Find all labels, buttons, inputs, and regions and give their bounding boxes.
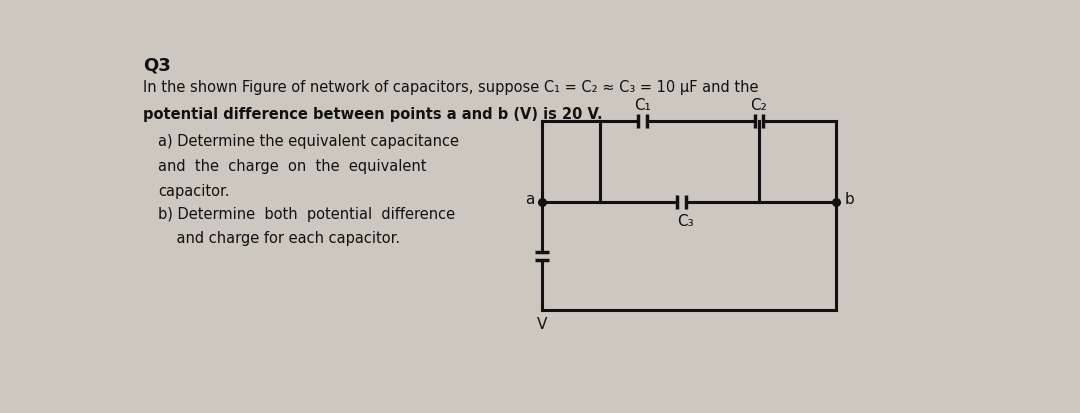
Text: C₁: C₁ xyxy=(634,97,651,113)
Text: b) Determine  both  potential  difference: b) Determine both potential difference xyxy=(159,206,456,221)
Text: capacitor.: capacitor. xyxy=(159,183,230,198)
Text: b: b xyxy=(845,191,854,206)
Text: potential difference between points a and b (V) is 20 V.: potential difference between points a an… xyxy=(143,107,603,121)
Text: In the shown Figure of network of capacitors, suppose C₁ = C₂ ≈ C₃ = 10 μF and t: In the shown Figure of network of capaci… xyxy=(143,80,758,95)
Text: Q3: Q3 xyxy=(143,57,171,74)
Text: V: V xyxy=(537,316,548,331)
Text: and  the  charge  on  the  equivalent: and the charge on the equivalent xyxy=(159,159,427,173)
Text: C₂: C₂ xyxy=(751,97,767,113)
Text: and charge for each capacitor.: and charge for each capacitor. xyxy=(159,231,401,246)
Text: a: a xyxy=(525,191,535,206)
Text: C₃: C₃ xyxy=(677,213,693,228)
Text: a) Determine the equivalent capacitance: a) Determine the equivalent capacitance xyxy=(159,133,459,148)
